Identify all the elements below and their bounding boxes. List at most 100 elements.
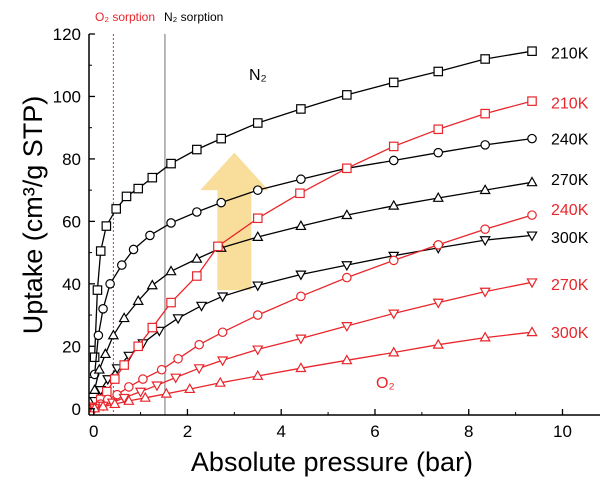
series-o2-240k-point <box>296 291 306 302</box>
series-o2-270k-point <box>479 287 491 298</box>
text-layer: Absolute pressure (bar) Uptake (cm³/g ST… <box>18 10 589 477</box>
series-o2-270k-point <box>118 393 130 404</box>
series-o2-210k-point <box>342 163 352 174</box>
y-tick-label: 0 <box>72 400 81 419</box>
series-o2-300k-point <box>479 331 491 342</box>
series-o2-240k-point <box>433 239 444 250</box>
series-o2-210k-point <box>295 188 305 199</box>
series-n2-240k-point <box>527 133 537 144</box>
series-n2-240k-point <box>480 140 490 150</box>
series-o2-300k-point <box>97 400 109 411</box>
series-n2-270k-point <box>132 294 144 305</box>
series-o2-210k-point <box>166 297 176 308</box>
series-n2-210k-point <box>296 104 306 114</box>
series-o2-300k-point <box>139 391 151 402</box>
series-o2-300k-point <box>295 362 307 373</box>
series-o2-240k-point <box>173 353 183 364</box>
series-n2-240k-point <box>433 147 444 158</box>
series-o2-240k-point <box>527 210 537 220</box>
series-n2-210k-point <box>121 191 132 202</box>
series-o2-210k-point <box>102 386 112 397</box>
series-o2-270k-point <box>134 387 147 398</box>
o2-region-label: O₂ <box>376 375 395 392</box>
series-label: 210K <box>551 96 589 113</box>
series-n2-300k-line <box>94 234 533 402</box>
series-o2-270k-point <box>295 334 307 345</box>
series-n2-270k-point <box>191 252 203 263</box>
n2-sorption-label: N₂ sorption <box>164 10 223 24</box>
series-n2-300k-point <box>479 236 491 247</box>
series-n2-210k-point <box>147 172 158 183</box>
series-n2-240k-point <box>252 185 263 195</box>
series-o2-240k-point <box>194 339 204 350</box>
series-n2-270k-point <box>252 230 264 241</box>
series-o2-270k-point <box>388 309 400 320</box>
series-o2-210k-point <box>119 360 129 370</box>
series-o2-240k-point <box>156 364 167 375</box>
series-o2-210k-point <box>433 124 444 135</box>
series-n2-270k-point <box>146 279 158 290</box>
series-n2-300k-point <box>341 261 353 272</box>
series-n2-210k-point <box>89 352 100 363</box>
series-n2-270k-point <box>165 265 177 276</box>
x-tick-label: 2 <box>183 422 192 441</box>
series-n2-270k-point <box>388 199 400 210</box>
series-n2-240k-point <box>93 330 104 341</box>
series-o2-270k-point <box>216 356 229 367</box>
series-n2-240k-line <box>93 137 533 375</box>
series-n2-300k-point <box>172 314 184 325</box>
series-o2-300k-point <box>388 346 400 357</box>
series-o2-210k-point <box>388 141 399 152</box>
series-o2-300k-point <box>214 376 226 387</box>
series-o2-300k-point <box>341 354 353 365</box>
series-n2-270k-point <box>99 348 112 359</box>
series-o2-270k-line <box>94 281 533 409</box>
series-label: 240K <box>551 202 589 219</box>
y-tick-label: 100 <box>53 87 81 106</box>
series-o2-210k-point <box>252 213 263 224</box>
series-label: 300K <box>551 325 589 342</box>
series-o2-210k-point <box>147 322 158 333</box>
series-o2-300k-point <box>160 387 173 398</box>
series-o2-210k-point <box>109 374 120 384</box>
series-label: 300K <box>551 230 589 247</box>
series-n2-270k-point <box>93 363 105 374</box>
x-axis-title: Absolute pressure (bar) <box>191 447 473 477</box>
series-o2-300k-point <box>109 398 121 409</box>
series-n2-210k-point <box>252 118 263 128</box>
y-axis-title: Uptake (cm³/g STP) <box>18 96 48 335</box>
y-tick-label: 120 <box>53 25 81 44</box>
increase-arrow <box>200 152 269 291</box>
y-tick-label: 20 <box>62 337 81 356</box>
series-n2-270k-point <box>526 176 538 187</box>
series-o2-240k-point <box>252 310 263 320</box>
series-n2-270k-line <box>93 181 533 391</box>
o2-sorption-label: O₂ sorption <box>95 10 155 24</box>
series-o2-270k-point <box>193 364 205 375</box>
series-o2-300k-point <box>252 369 264 380</box>
series-n2-270k-point <box>479 184 491 195</box>
series-label: 270K <box>551 172 589 189</box>
series-n2-240k-point <box>216 197 227 208</box>
series-o2-300k-point <box>432 338 444 349</box>
series-n2-210k-point <box>111 204 121 214</box>
series-label: 240K <box>551 132 589 149</box>
series-o2-300k-point <box>123 394 135 405</box>
series-n2-240k-point <box>388 155 399 166</box>
series-n2-270k-point <box>118 312 130 323</box>
series-o2-210k-point <box>192 271 202 281</box>
series-o2-240k-point <box>217 327 228 338</box>
series-n2-210k-point <box>480 54 490 64</box>
series-n2-240k-point <box>296 174 306 185</box>
series-n2-240k-point <box>117 260 127 270</box>
y-tick-label: 60 <box>62 212 81 231</box>
series-n2-270k-point <box>432 191 444 202</box>
series-n2-240k-point <box>192 207 202 217</box>
series-n2-210k-point <box>216 133 227 144</box>
y-tick-label: 80 <box>62 150 81 169</box>
series-n2-210k-point <box>101 221 112 231</box>
series-o2-270k-point <box>252 345 264 356</box>
series-o2-300k-point <box>88 402 101 413</box>
series-label: 270K <box>551 277 589 294</box>
